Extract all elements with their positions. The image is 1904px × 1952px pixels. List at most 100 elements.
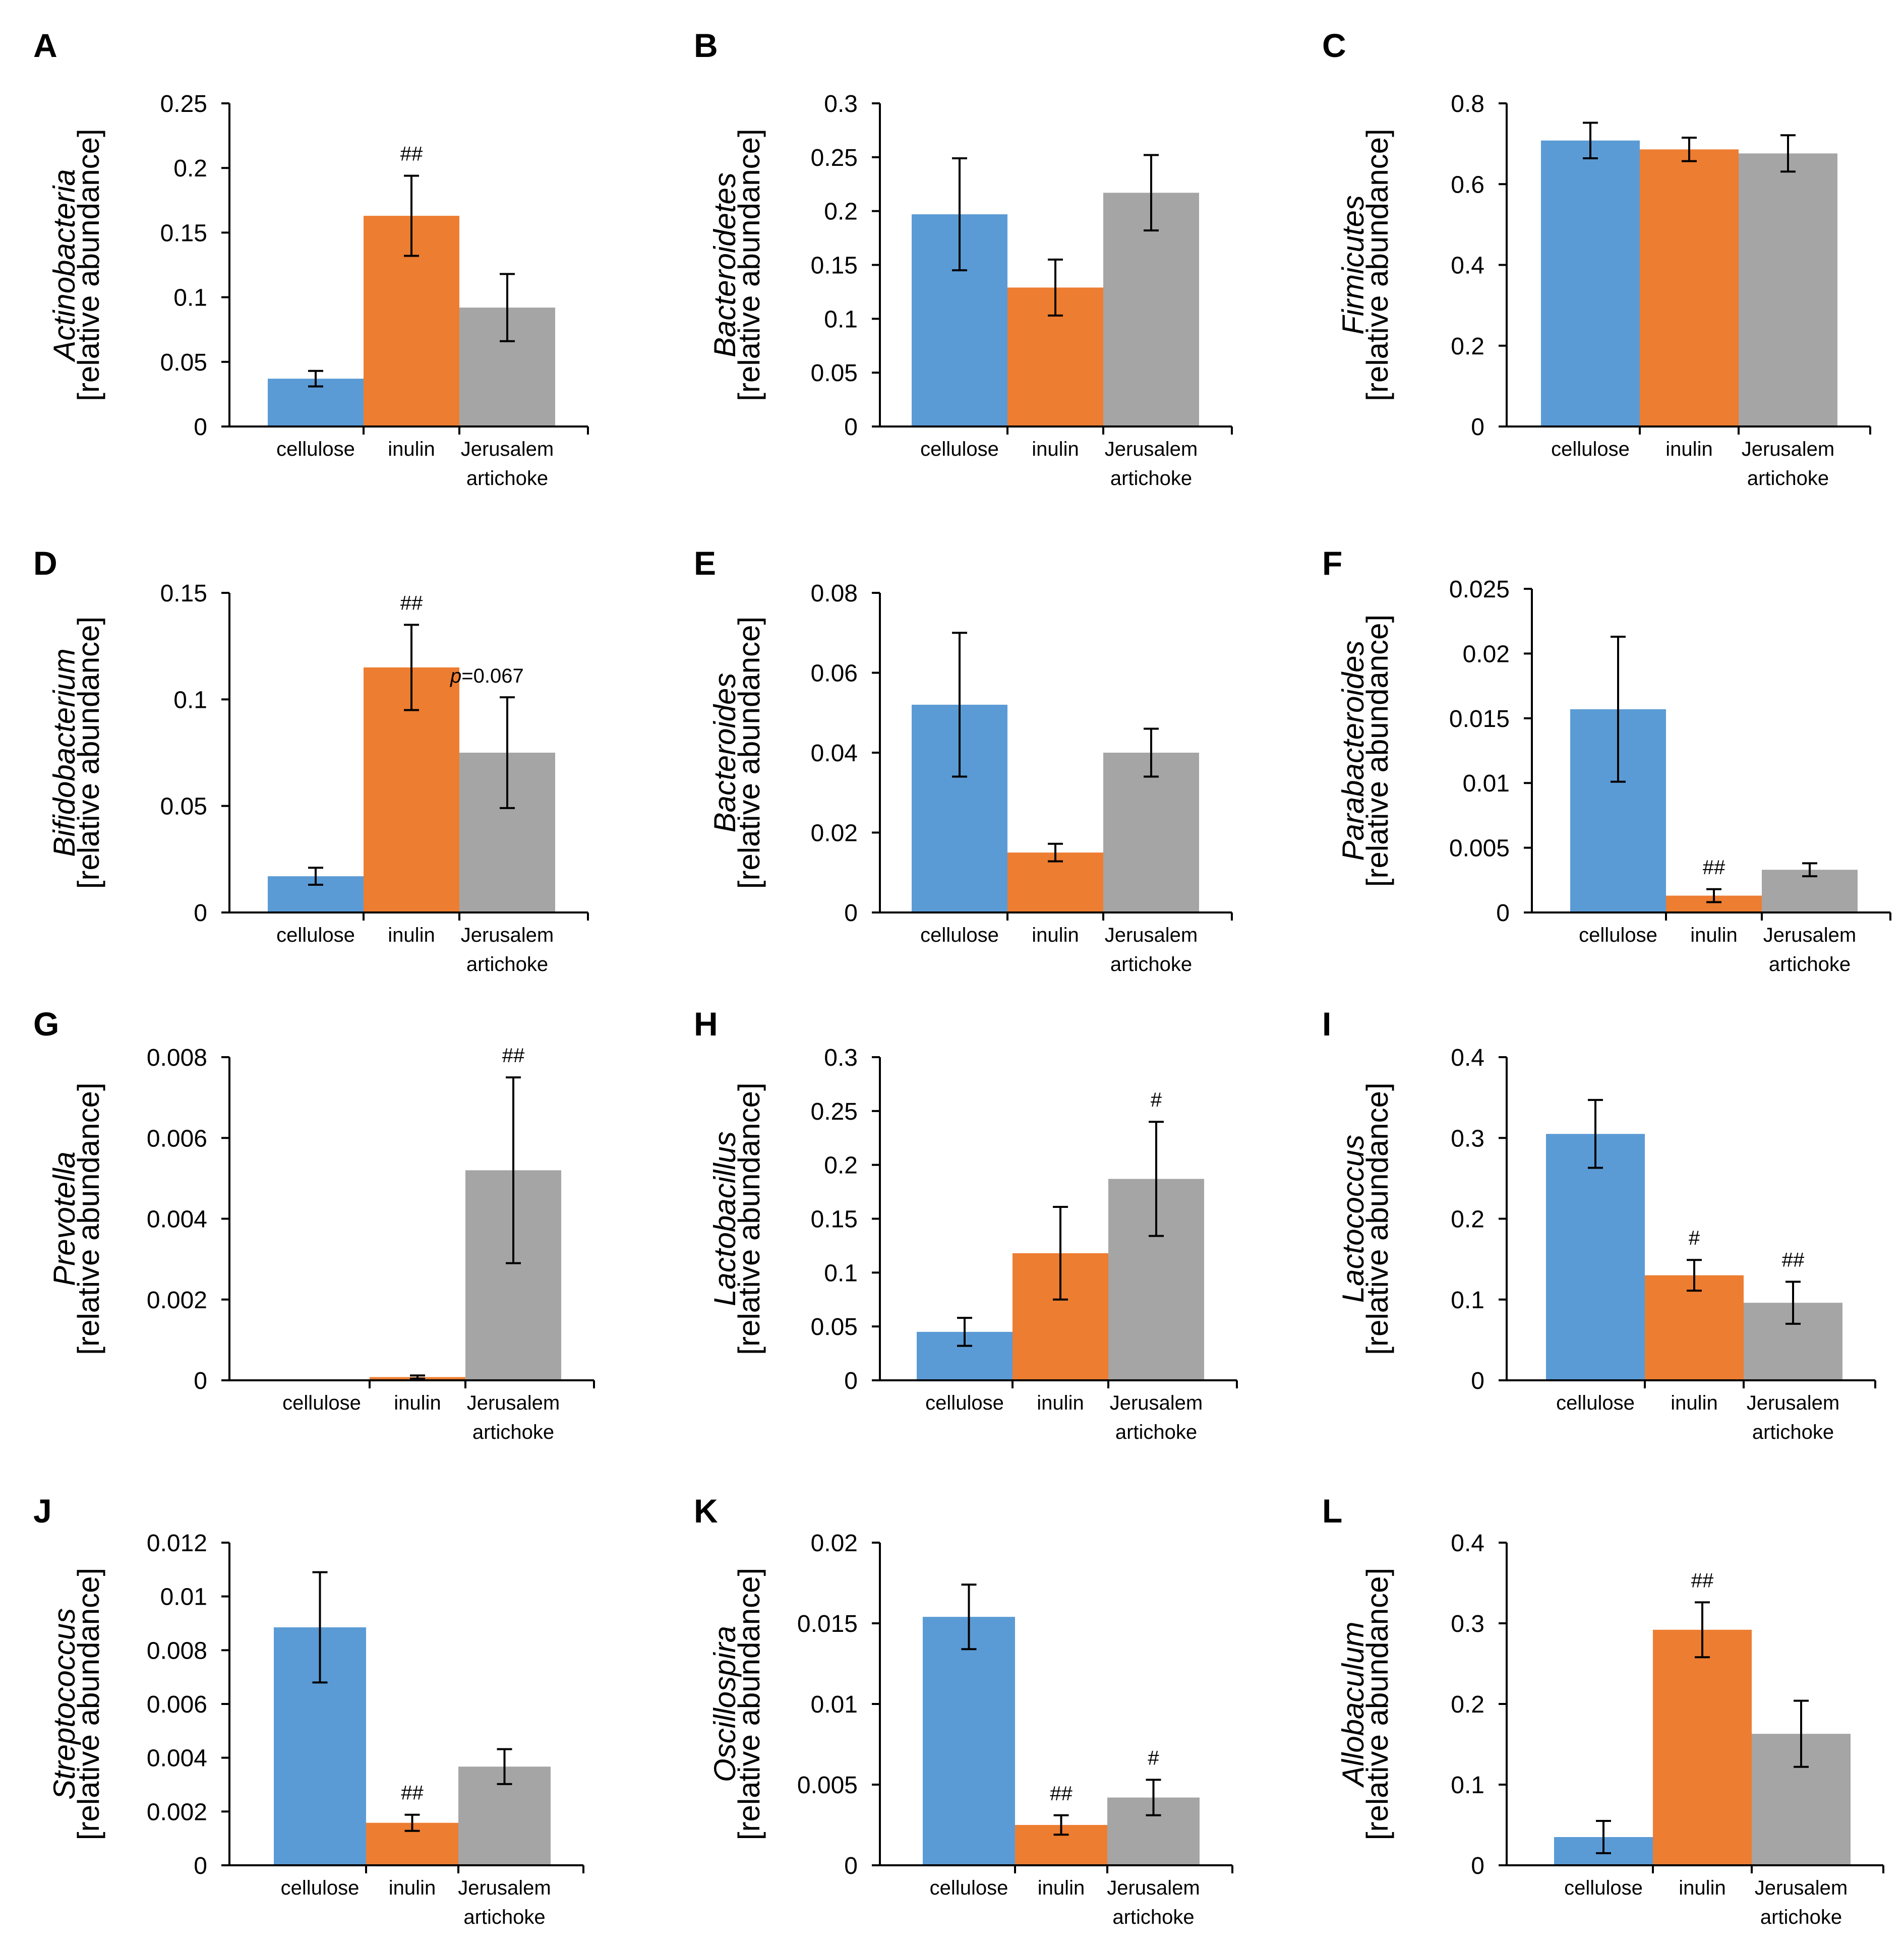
- error-bar-k-cellulose: [961, 1583, 977, 1651]
- y-tick-label-d-0: 0: [194, 900, 207, 927]
- error-bar-k-inulin: [1053, 1814, 1069, 1836]
- error-bar-l-jerusalem_artichoke: [1794, 1699, 1809, 1768]
- error-bar-h-cellulose: [957, 1317, 972, 1347]
- y-tick-label-l-2: 0.2: [1451, 1691, 1484, 1718]
- category-label-k-jerusalem_artichoke-line1: Jerusalem: [1107, 1877, 1200, 1899]
- y-tick-label-g-2: 0.004: [147, 1206, 207, 1233]
- y-tick-label-i-0: 0: [1471, 1368, 1484, 1394]
- significance-i-inulin: #: [1689, 1227, 1700, 1249]
- panel-letter-g: G: [33, 1005, 59, 1043]
- ylabel-taxon-f: Parabacteroides: [1336, 641, 1370, 861]
- panel-k: K Oscillospira[relative abundance] 0 0.005 0…: [694, 1492, 1233, 1928]
- significance-h-jerusalem_artichoke: #: [1151, 1089, 1162, 1111]
- error-bar-i-cellulose: [1588, 1099, 1603, 1169]
- category-label-f-jerusalem_artichoke-line2: artichoke: [1769, 953, 1851, 975]
- y-tick-label-i-1: 0.1: [1451, 1287, 1484, 1314]
- error-bar-b-cellulose: [952, 157, 967, 272]
- error-bar-e-jerusalem_artichoke: [1144, 727, 1159, 778]
- y-tick-label-a-2: 0.1: [173, 285, 207, 312]
- error-bar-a-jerusalem_artichoke: [500, 273, 515, 342]
- error-bar-e-cellulose: [952, 632, 967, 778]
- y-tick-label-g-3: 0.006: [147, 1125, 207, 1152]
- significance-a-inulin: ##: [400, 143, 423, 165]
- category-label-a-jerusalem_artichoke-line1: Jerusalem: [461, 438, 554, 460]
- category-label-d-inulin: inulin: [388, 924, 435, 946]
- y-tick-label-b-3: 0.15: [811, 253, 858, 279]
- error-bar-k-jerusalem_artichoke: [1146, 1779, 1161, 1816]
- panel-letter-d: D: [33, 544, 57, 582]
- y-tick-label-i-4: 0.4: [1451, 1045, 1484, 1071]
- category-label-g-cellulose: cellulose: [282, 1392, 361, 1414]
- y-tick-label-j-1: 0.002: [147, 1799, 207, 1825]
- ylabel-unit-b: [relative abundance]: [732, 129, 766, 401]
- y-tick-label-l-3: 0.3: [1451, 1611, 1484, 1637]
- category-label-l-jerusalem_artichoke-line1: Jerusalem: [1755, 1877, 1848, 1899]
- category-label-d-jerusalem_artichoke-line1: Jerusalem: [461, 924, 554, 946]
- bar-c-cellulose: [1541, 140, 1640, 427]
- y-tick-label-k-3: 0.015: [797, 1611, 858, 1637]
- ylabel-unit-c: [relative abundance]: [1360, 129, 1394, 401]
- y-tick-label-e-3: 0.06: [811, 660, 858, 687]
- panel-c: C Firmicutes[relative abundance] 0 0.2 0.4 0.…: [1322, 27, 1871, 490]
- panel-letter-i: I: [1322, 1005, 1331, 1043]
- y-tick-label-l-0: 0: [1471, 1853, 1484, 1879]
- ylabel-unit-j: [relative abundance]: [72, 1568, 105, 1840]
- ylabel-taxon-j: Streptococcus: [47, 1608, 81, 1800]
- category-label-j-jerusalem_artichoke-line2: artichoke: [463, 1906, 545, 1928]
- panel-a: A Actinobacteria[relative abundance] 0 0.05…: [33, 27, 589, 490]
- panel-d: D Bifidobacterium[relative abundance] 0 0.0…: [33, 544, 589, 975]
- error-bar-i-inulin: [1687, 1259, 1702, 1292]
- bar-e-inulin: [1007, 852, 1103, 912]
- category-label-g-inulin: inulin: [394, 1392, 441, 1414]
- y-tick-label-a-1: 0.05: [160, 349, 207, 376]
- y-tick-label-c-3: 0.6: [1451, 171, 1484, 198]
- ylabel-taxon-l: Allobaculum: [1336, 1622, 1370, 1788]
- category-label-e-jerusalem_artichoke-line2: artichoke: [1110, 953, 1192, 975]
- y-tick-label-h-3: 0.15: [811, 1206, 858, 1233]
- error-bar-j-inulin: [404, 1813, 420, 1832]
- y-tick-label-j-5: 0.01: [160, 1584, 207, 1611]
- y-tick-label-f-3: 0.015: [1449, 706, 1510, 733]
- panel-f: F Parabacteroides[relative abundance] 0 0.0…: [1322, 544, 1891, 975]
- y-tick-label-h-0: 0: [844, 1368, 858, 1394]
- category-label-i-cellulose: cellulose: [1556, 1392, 1635, 1414]
- category-label-i-inulin: inulin: [1671, 1392, 1717, 1414]
- y-tick-label-e-2: 0.04: [811, 740, 858, 767]
- y-tick-label-h-2: 0.1: [824, 1260, 858, 1287]
- error-bar-a-inulin: [404, 174, 419, 257]
- ylabel-taxon-c: Firmicutes: [1336, 195, 1370, 335]
- error-bar-j-jerusalem_artichoke: [497, 1748, 512, 1785]
- panel-j: J Streptococcus[relative abundance] 0 0.002…: [33, 1492, 584, 1928]
- y-tick-label-b-0: 0: [844, 414, 858, 441]
- y-tick-label-d-1: 0.05: [160, 794, 207, 820]
- error-bar-l-inulin: [1695, 1601, 1710, 1659]
- category-label-b-jerusalem_artichoke-line1: Jerusalem: [1105, 438, 1198, 460]
- error-bar-b-jerusalem_artichoke: [1144, 154, 1159, 232]
- ylabel-unit-l: [relative abundance]: [1360, 1568, 1394, 1840]
- category-label-f-jerusalem_artichoke-line1: Jerusalem: [1763, 924, 1857, 946]
- category-label-l-inulin: inulin: [1679, 1877, 1726, 1899]
- ylabel-unit-i: [relative abundance]: [1360, 1082, 1394, 1355]
- y-tick-label-f-1: 0.005: [1449, 835, 1510, 862]
- category-label-a-cellulose: cellulose: [276, 438, 355, 460]
- y-tick-label-b-1: 0.05: [811, 360, 858, 387]
- y-tick-label-j-3: 0.006: [147, 1691, 207, 1718]
- bar-e-jerusalem_artichoke: [1103, 753, 1199, 912]
- error-bar-j-cellulose: [312, 1571, 328, 1684]
- panel-b: B Bacteroidetes[relative abundance] 0 0.05 0…: [694, 27, 1233, 490]
- y-tick-label-h-1: 0.05: [811, 1314, 858, 1340]
- significance-i-jerusalem_artichoke: ##: [1782, 1249, 1805, 1271]
- panel-g: G Prevotella[relative abundance] 0 0.002 0.0…: [33, 1005, 595, 1443]
- y-tick-label-f-5: 0.025: [1449, 576, 1510, 603]
- category-label-g-jerusalem_artichoke-line1: Jerusalem: [467, 1392, 560, 1414]
- category-label-e-inulin: inulin: [1032, 924, 1079, 946]
- error-bar-d-jerusalem_artichoke: [500, 696, 515, 809]
- error-bar-d-cellulose: [308, 867, 323, 886]
- category-label-j-jerusalem_artichoke-line1: Jerusalem: [458, 1877, 551, 1899]
- panel-letter-k: K: [694, 1492, 718, 1530]
- error-bar-h-jerusalem_artichoke: [1149, 1121, 1164, 1237]
- ylabel-taxon-k: Oscillospira: [708, 1626, 742, 1782]
- significance-j-inulin: ##: [401, 1782, 424, 1804]
- error-bar-c-jerusalem_artichoke: [1780, 134, 1796, 173]
- y-tick-label-d-3: 0.15: [160, 580, 207, 607]
